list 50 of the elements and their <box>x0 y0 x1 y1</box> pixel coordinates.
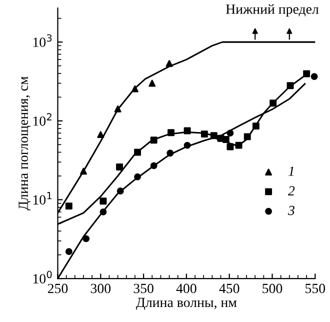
point <box>210 132 218 140</box>
point <box>235 142 242 149</box>
point <box>82 235 90 242</box>
point <box>131 85 138 92</box>
point <box>286 82 294 90</box>
point <box>310 73 318 80</box>
point <box>222 136 230 143</box>
x-tick-label: 550 <box>306 284 326 294</box>
legend-label: 1 <box>288 166 294 176</box>
y-tick-label: 10$^{3}$ <box>33 34 52 47</box>
point <box>200 130 208 138</box>
point <box>226 130 234 137</box>
point <box>65 202 72 210</box>
point <box>65 248 72 256</box>
point <box>226 143 234 150</box>
point <box>166 60 173 67</box>
y-tick-label: 10$^{0}$ <box>33 270 52 284</box>
x-axis-title: Длина волны, нм <box>136 298 237 310</box>
point <box>252 122 260 130</box>
x-tick-label: 450 <box>219 284 240 294</box>
point <box>114 105 122 112</box>
point <box>184 142 191 149</box>
x-tick-label: 400 <box>176 284 196 294</box>
legend-label: 2 <box>288 186 295 196</box>
x-tick-label: 250 <box>48 284 68 294</box>
y-tick-label: 10$^{1}$ <box>33 192 52 205</box>
point <box>150 162 158 170</box>
point <box>166 150 174 157</box>
legend-label: 3 <box>288 206 294 216</box>
point <box>97 131 104 138</box>
point <box>244 133 251 140</box>
x-tick-label: 350 <box>134 284 154 294</box>
point <box>80 168 87 175</box>
y-axis-title: Длина поглощения, см <box>18 76 31 210</box>
point <box>100 198 107 205</box>
x-tick-label: 500 <box>262 284 282 294</box>
point <box>100 208 107 216</box>
point <box>148 80 156 87</box>
point <box>116 164 123 170</box>
point <box>116 188 124 194</box>
y-tick-label: 10$^{2}$ <box>33 113 52 126</box>
point <box>134 173 142 180</box>
annotation: Нижний предел <box>226 4 319 17</box>
point <box>150 136 158 144</box>
point <box>303 70 310 78</box>
point <box>184 127 191 134</box>
point <box>168 129 174 136</box>
x-tick-label: 300 <box>90 284 111 294</box>
point <box>134 148 142 156</box>
point <box>270 100 277 107</box>
